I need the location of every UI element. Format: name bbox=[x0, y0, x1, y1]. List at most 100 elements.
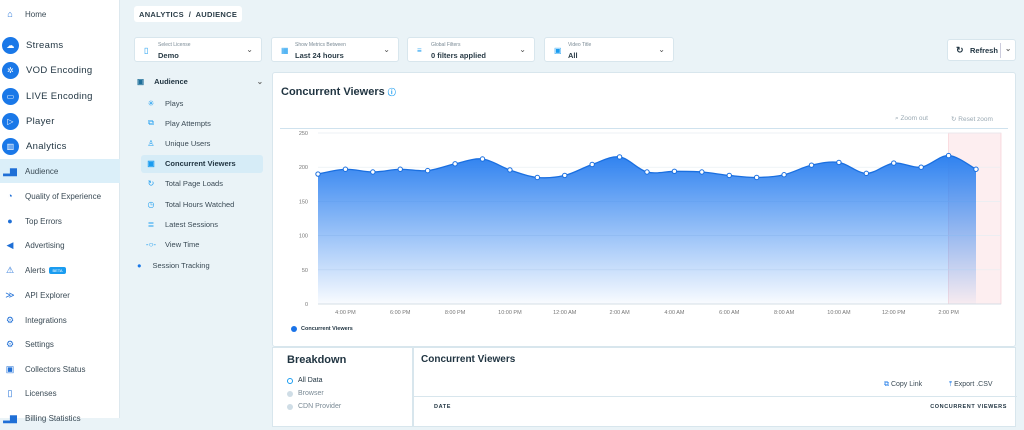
subnav-group-audience[interactable]: ▣ Audience ⌄ bbox=[137, 74, 263, 88]
label: Plays bbox=[165, 98, 184, 108]
data-point bbox=[644, 169, 650, 175]
sidebar-item-audience[interactable]: ▂▆ Audience bbox=[0, 159, 120, 183]
subnav-item-concurrent-viewers[interactable]: ▣ Concurrent Viewers bbox=[141, 154, 263, 173]
label: Session Tracking bbox=[152, 260, 210, 270]
subnav-item-plays[interactable]: ✳ Plays bbox=[141, 94, 263, 112]
time-range-select[interactable]: ▦ Show Metrics Between Last 24 hours ⌄ bbox=[271, 37, 399, 62]
filter-icon: ≡ bbox=[417, 46, 422, 55]
x-tick-label: 12:00 AM bbox=[553, 310, 577, 316]
billing-icon: ▂▆ bbox=[3, 412, 17, 423]
sidebar-item-alerts[interactable]: ⚠ Alerts BETA bbox=[0, 258, 120, 282]
legend-label: Concurrent Viewers bbox=[301, 326, 353, 332]
home-icon: ⌂ bbox=[7, 9, 13, 19]
label: Settings bbox=[25, 339, 54, 349]
live-icon: ▭ bbox=[2, 87, 19, 105]
sidebar-item-analytics[interactable]: ▥ Analytics bbox=[0, 134, 120, 158]
reset-zoom-button[interactable]: ↻ Reset zoom bbox=[951, 115, 993, 123]
radio-icon bbox=[287, 403, 293, 410]
video-title-select[interactable]: ▣ Video Title All ⌄ bbox=[544, 37, 674, 62]
chart-title: Concurrent Viewers ⓘ bbox=[281, 86, 396, 98]
radio-icon bbox=[287, 390, 293, 397]
breakdown-option[interactable]: Browser bbox=[287, 390, 324, 397]
x-tick-label: 2:00 PM bbox=[938, 310, 959, 316]
reload-icon: ↻ bbox=[147, 179, 155, 189]
network-icon: ✲ bbox=[2, 61, 19, 79]
label: Top Errors bbox=[25, 216, 62, 226]
sidebar-item-licenses[interactable]: ▯ Licenses bbox=[0, 381, 120, 405]
sidebar-item-player[interactable]: ▷ Player bbox=[0, 109, 120, 133]
sidebar-item-home[interactable]: ⌂ Home bbox=[0, 2, 120, 26]
data-point bbox=[973, 166, 979, 172]
label: CDN Provider bbox=[298, 403, 342, 410]
license-select[interactable]: ▯ Select License Demo ⌄ bbox=[134, 37, 262, 62]
sidebar-item-streams[interactable]: ☁ Streams bbox=[0, 33, 120, 57]
subnav-item-total-page-loads[interactable]: ↻ Total Page Loads bbox=[141, 175, 263, 193]
y-tick-label: 150 bbox=[299, 199, 308, 205]
sidebar-item-top-errors[interactable]: ● Top Errors bbox=[0, 209, 120, 233]
data-point bbox=[616, 154, 623, 160]
label: Integrations bbox=[25, 315, 67, 325]
sidebar-item-quality-of-experience[interactable]: ◔ Quality of Experience bbox=[0, 184, 120, 208]
subnav-item-latest-sessions[interactable]: ≣ Latest Sessions bbox=[141, 215, 263, 233]
data-point bbox=[699, 169, 705, 175]
integrations-icon: ⚙ bbox=[5, 314, 15, 325]
breakdown-option[interactable]: All Data bbox=[287, 377, 323, 384]
data-point bbox=[726, 172, 732, 179]
export-csv-button[interactable]: ⤒ Export .CSV bbox=[949, 381, 993, 389]
breakdown-option[interactable]: CDN Provider bbox=[287, 403, 341, 410]
data-point bbox=[836, 159, 842, 166]
refresh-label: Refresh bbox=[970, 46, 998, 55]
subnav-item-view-time[interactable]: -○- View Time bbox=[141, 235, 263, 253]
data-point bbox=[424, 167, 431, 174]
data-point bbox=[753, 174, 760, 181]
table-panel: Concurrent Viewers ⧉ Copy Link ⤒ Export … bbox=[413, 347, 1017, 427]
chevron-down-icon: ⌄ bbox=[246, 45, 253, 54]
sidebar-item-integrations[interactable]: ⚙ Integrations bbox=[0, 308, 120, 332]
label: Billing Statistics bbox=[25, 413, 81, 423]
data-point bbox=[397, 166, 403, 172]
sidebar-item-collectors-status[interactable]: ▣ Collectors Status bbox=[0, 357, 120, 381]
y-tick-label: 250 bbox=[299, 131, 308, 137]
sidebar-item-api-explorer[interactable]: ≫ API Explorer bbox=[0, 283, 120, 307]
legend-item[interactable]: Concurrent Viewers bbox=[291, 326, 353, 332]
label: VOD Encoding bbox=[26, 64, 93, 76]
concurrent-viewers-chart[interactable]: 0 50 100 150 200 250 4:00 PM 6:00 PM 8:00 PM 10:0… bbox=[272, 125, 1016, 325]
label: All Data bbox=[298, 377, 323, 384]
chevron-down-icon[interactable]: ⌄ bbox=[1005, 44, 1012, 53]
global-filters-select[interactable]: ≡ Global Filters 0 filters applied ⌄ bbox=[407, 37, 535, 62]
breakdown-panel: Breakdown All Data Browser CDN Provider bbox=[272, 347, 413, 427]
zoom-out-button[interactable]: ⌕ Zoom out bbox=[895, 115, 928, 123]
x-tick-label: 2:00 AM bbox=[609, 310, 630, 316]
data-point bbox=[891, 160, 897, 166]
data-point bbox=[781, 172, 787, 178]
audience-icon: ▣ bbox=[137, 76, 145, 86]
plays-icon: ✳ bbox=[147, 98, 155, 108]
y-tick-label: 50 bbox=[302, 268, 308, 274]
refresh-button[interactable]: ↻ Refresh ⌄ bbox=[947, 39, 1016, 61]
subnav-session-tracking[interactable]: ● Session Tracking bbox=[137, 258, 210, 272]
breadcrumb[interactable]: ANALYTICS / AUDIENCE bbox=[134, 6, 243, 22]
column-header-date[interactable]: DATE bbox=[434, 404, 451, 410]
info-icon[interactable]: ⓘ bbox=[387, 88, 396, 97]
label: Audience bbox=[25, 166, 59, 176]
label: Concurrent Viewers bbox=[165, 159, 236, 169]
sidebar-item-live-encoding[interactable]: ▭ LIVE Encoding bbox=[0, 84, 120, 108]
series-area bbox=[318, 155, 976, 304]
subnav-item-unique-users[interactable]: ♙ Unique Users bbox=[141, 134, 263, 152]
column-header-concurrent-viewers[interactable]: CONCURRENT VIEWERS bbox=[930, 404, 1007, 410]
video-icon: ▣ bbox=[554, 46, 562, 55]
label: Analytics bbox=[26, 140, 67, 152]
subnav-item-total-hours-watched[interactable]: ◷ Total Hours Watched bbox=[141, 195, 263, 213]
label: Reset zoom bbox=[958, 116, 993, 123]
sidebar-item-advertising[interactable]: ◀ Advertising bbox=[0, 233, 120, 257]
play-icon: ▷ bbox=[2, 112, 19, 130]
user-icon: ● bbox=[137, 260, 142, 270]
data-point bbox=[534, 174, 541, 181]
sidebar-item-billing-statistics[interactable]: ▂▆ Billing Statistics bbox=[0, 406, 120, 430]
divider bbox=[414, 396, 1017, 397]
sidebar-item-settings[interactable]: ⚙ Settings bbox=[0, 332, 120, 356]
label: View Time bbox=[165, 239, 200, 249]
copy-link-button[interactable]: ⧉ Copy Link bbox=[884, 381, 922, 389]
subnav-item-play-attempts[interactable]: ⧉ Play Attempts bbox=[141, 114, 263, 132]
sidebar-item-vod-encoding[interactable]: ✲ VOD Encoding bbox=[0, 58, 120, 82]
